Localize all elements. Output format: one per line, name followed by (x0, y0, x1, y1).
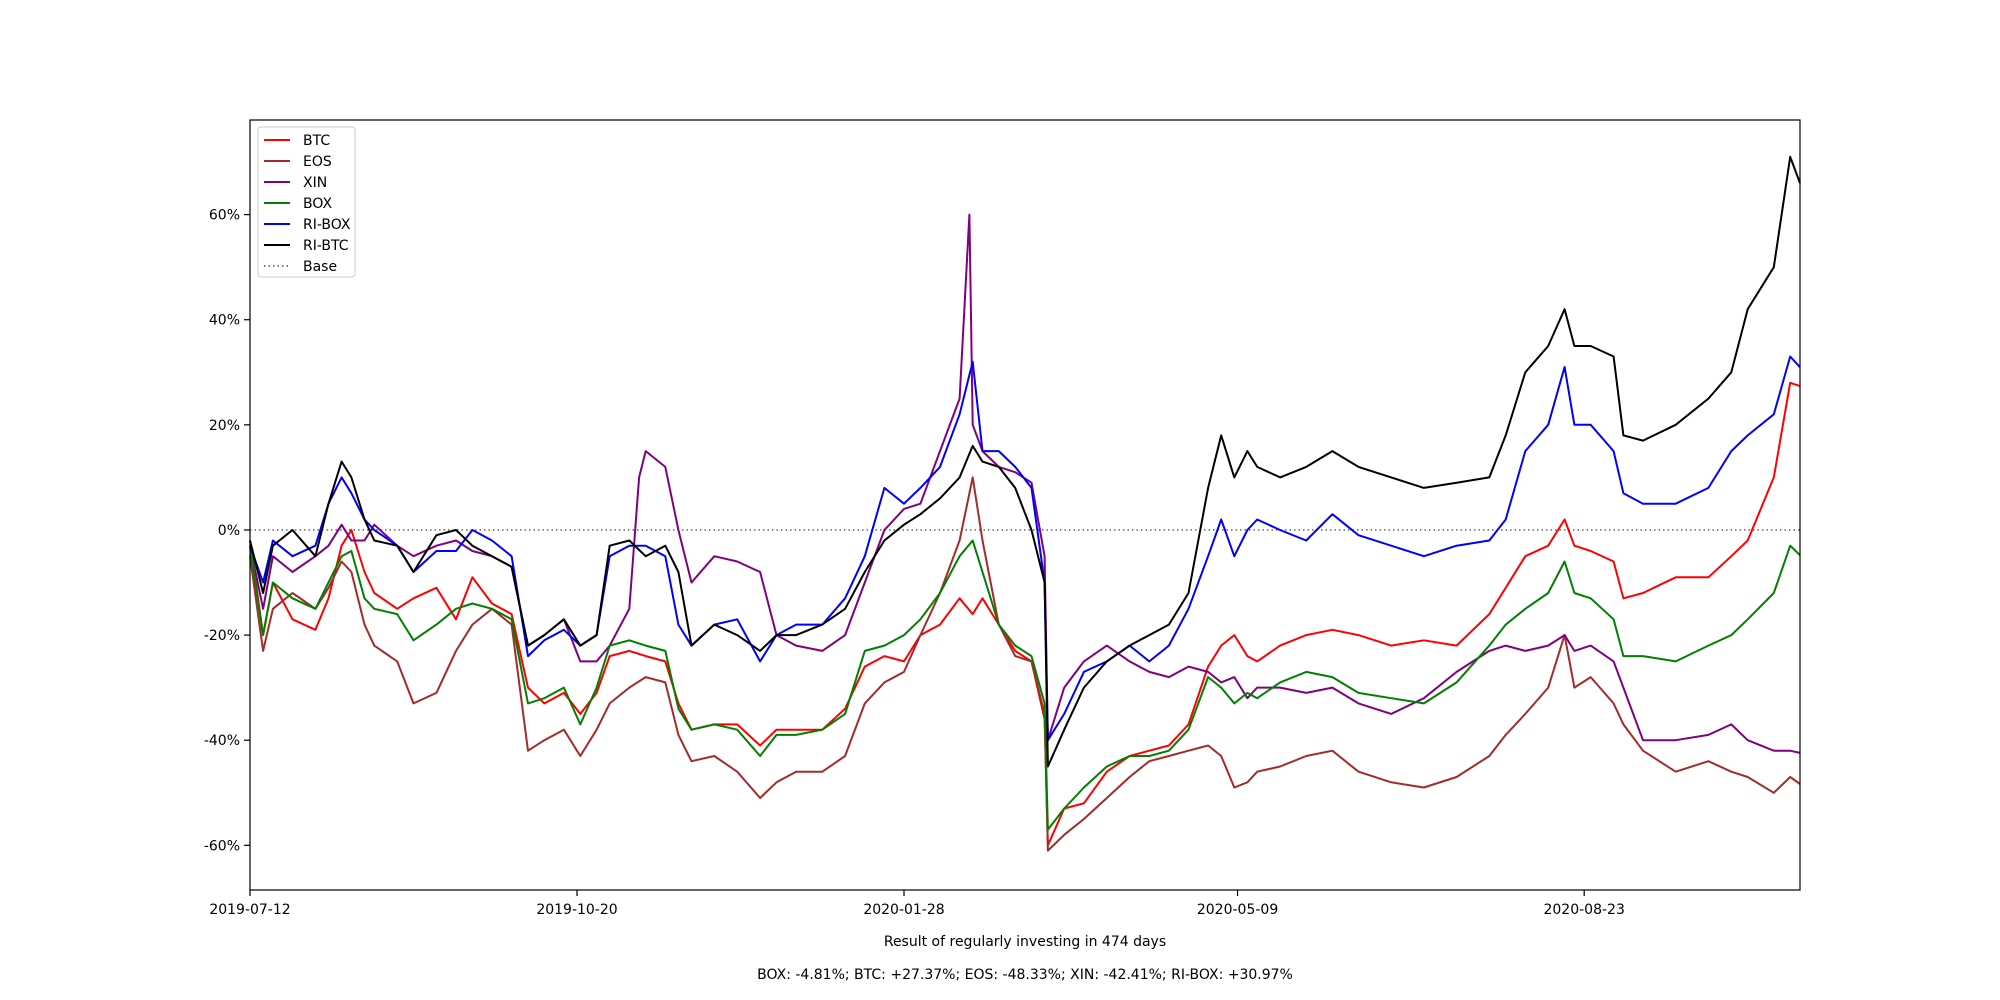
series-line-btc (249, 381, 1801, 847)
x-tick-label: 2020-01-28 (863, 902, 944, 918)
y-tick-label: -60% (204, 838, 240, 854)
legend-label: EOS (303, 154, 332, 170)
y-tick-label: 20% (209, 418, 240, 434)
legend-label: Base (303, 259, 337, 275)
legend-box (257, 126, 356, 278)
y-tick-label: 40% (209, 313, 240, 329)
series-line-xin (249, 213, 1801, 754)
legend-label: BTC (303, 133, 330, 149)
y-axis: -60% -40% -20% 0% 20% 40% 60% (204, 208, 250, 854)
plot-frame (249, 119, 1801, 891)
legend-label: RI-BOX (303, 217, 351, 233)
series-line-eos (249, 476, 1801, 852)
y-tick-label: 0% (218, 523, 240, 539)
x-tick-label: 2020-08-23 (1543, 902, 1624, 918)
y-tick-label: 60% (209, 208, 240, 224)
y-tick-label: -40% (204, 733, 240, 749)
x-axis: 2019-07-12 2019-10-20 2020-01-28 2020-05-09… (209, 890, 1625, 918)
legend-label: BOX (303, 196, 332, 212)
series-line-box (249, 539, 1801, 831)
series-line-ri-btc (249, 155, 1801, 768)
results-summary: BOX: -4.81%; BTC: +27.37%; EOS: -48.33%;… (757, 967, 1293, 983)
legend-label: XIN (303, 175, 327, 191)
legend-label: RI-BTC (303, 238, 349, 254)
x-tick-label: 2019-07-12 (209, 902, 290, 918)
series-line-ri-box (249, 355, 1801, 742)
x-tick-label: 2020-05-09 (1197, 902, 1278, 918)
x-axis-label: Result of regularly investing in 474 day… (884, 934, 1166, 950)
x-tick-label: 2019-10-20 (536, 902, 617, 918)
series-layer (249, 155, 1801, 852)
legend: BTC EOS XIN BOX RI-BOX RI-BTC Base (257, 126, 356, 278)
y-tick-label: -20% (204, 628, 240, 644)
